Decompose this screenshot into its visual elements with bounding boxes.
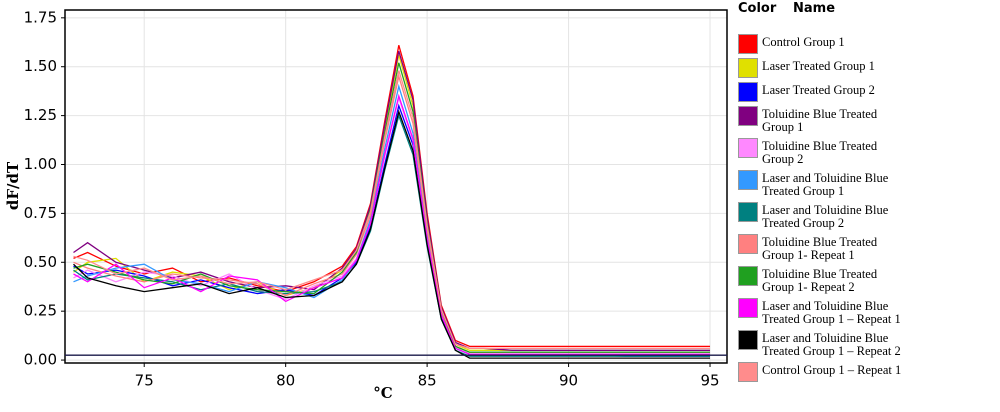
legend-swatch — [738, 82, 758, 102]
legend-label: Laser and Toluidine Blue Treated Group 1… — [762, 331, 901, 358]
legend-label: Toluidine Blue Treated Group 2 — [762, 139, 878, 166]
legend-item: Control Group 1 – Repeat 1 — [738, 362, 938, 382]
legend-label: Laser and Toluidine Blue Treated Group 2 — [762, 203, 889, 230]
y-axis-label: dF/dT — [4, 161, 22, 210]
legend-item: Toluidine Blue Treated Group 2 — [738, 138, 938, 166]
legend-swatch — [738, 138, 758, 158]
legend-swatch — [738, 362, 758, 382]
y-tick-label: 0.50 — [24, 253, 57, 271]
y-tick-label: 0.75 — [24, 204, 57, 222]
legend-label: Laser and Toluidine Blue Treated Group 1 — [762, 171, 889, 198]
y-tick-label: 1.50 — [24, 57, 57, 75]
legend-header-color: Color — [738, 1, 777, 16]
legend-swatch — [738, 234, 758, 254]
x-tick-label: 90 — [559, 372, 578, 390]
plot-frame — [64, 9, 728, 364]
legend-item: Toluidine Blue Treated Group 1- Repeat 1 — [738, 234, 938, 262]
legend-item: Laser and Toluidine Blue Treated Group 1… — [738, 330, 938, 358]
legend-item: Laser Treated Group 2 — [738, 82, 938, 102]
legend-swatch — [738, 170, 758, 190]
series-line — [73, 93, 710, 355]
legend: Color Name Control Group 1 Laser Treated G… — [738, 0, 938, 386]
series-line — [73, 109, 710, 359]
y-tick-label: 0.25 — [24, 302, 57, 320]
y-tick-label: 1.25 — [24, 106, 57, 124]
y-tick-label: 1.75 — [24, 8, 57, 26]
legend-label: Laser and Toluidine Blue Treated Group 1… — [762, 299, 901, 326]
x-axis-label: °C — [373, 384, 393, 402]
legend-swatch — [738, 298, 758, 318]
legend-swatch — [738, 330, 758, 350]
legend-swatch — [738, 202, 758, 222]
legend-label: Toluidine Blue Treated Group 1 — [762, 107, 878, 134]
legend-label: Control Group 1 – Repeat 1 — [762, 363, 902, 377]
legend-item: Laser Treated Group 1 — [738, 58, 938, 78]
legend-item: Control Group 1 — [738, 34, 938, 54]
legend-label: Control Group 1 — [762, 35, 845, 49]
legend-swatch — [738, 58, 758, 78]
legend-label: Toluidine Blue Treated Group 1- Repeat 2 — [762, 267, 878, 294]
legend-swatch — [738, 34, 758, 54]
y-tick-label: 1.00 — [24, 155, 57, 173]
legend-item: Laser and Toluidine Blue Treated Group 1… — [738, 298, 938, 326]
legend-item: Laser and Toluidine Blue Treated Group 2 — [738, 202, 938, 230]
legend-swatch — [738, 266, 758, 286]
chart: dF/dT °C 0.00 0.25 0.50 0.75 1.00 1.25 1.50 1.7… — [4, 8, 728, 402]
x-tick-label: 95 — [700, 372, 719, 390]
legend-item: Laser and Toluidine Blue Treated Group 1 — [738, 170, 938, 198]
legend-header: Color Name — [738, 0, 938, 22]
legend-swatch — [738, 106, 758, 126]
x-tick-label: 75 — [135, 372, 154, 390]
legend-item: Toluidine Blue Treated Group 1- Repeat 2 — [738, 266, 938, 294]
legend-header-name: Name — [793, 1, 836, 16]
series-line — [73, 113, 710, 357]
legend-label: Laser Treated Group 1 — [762, 59, 875, 73]
legend-label: Laser Treated Group 2 — [762, 83, 875, 97]
legend-item: Toluidine Blue Treated Group 1 — [738, 106, 938, 134]
y-tick-label: 0.00 — [24, 351, 57, 369]
x-tick-label: 85 — [418, 372, 437, 390]
legend-label: Toluidine Blue Treated Group 1- Repeat 1 — [762, 235, 878, 262]
series-line — [73, 70, 710, 349]
x-tick-label: 80 — [276, 372, 295, 390]
